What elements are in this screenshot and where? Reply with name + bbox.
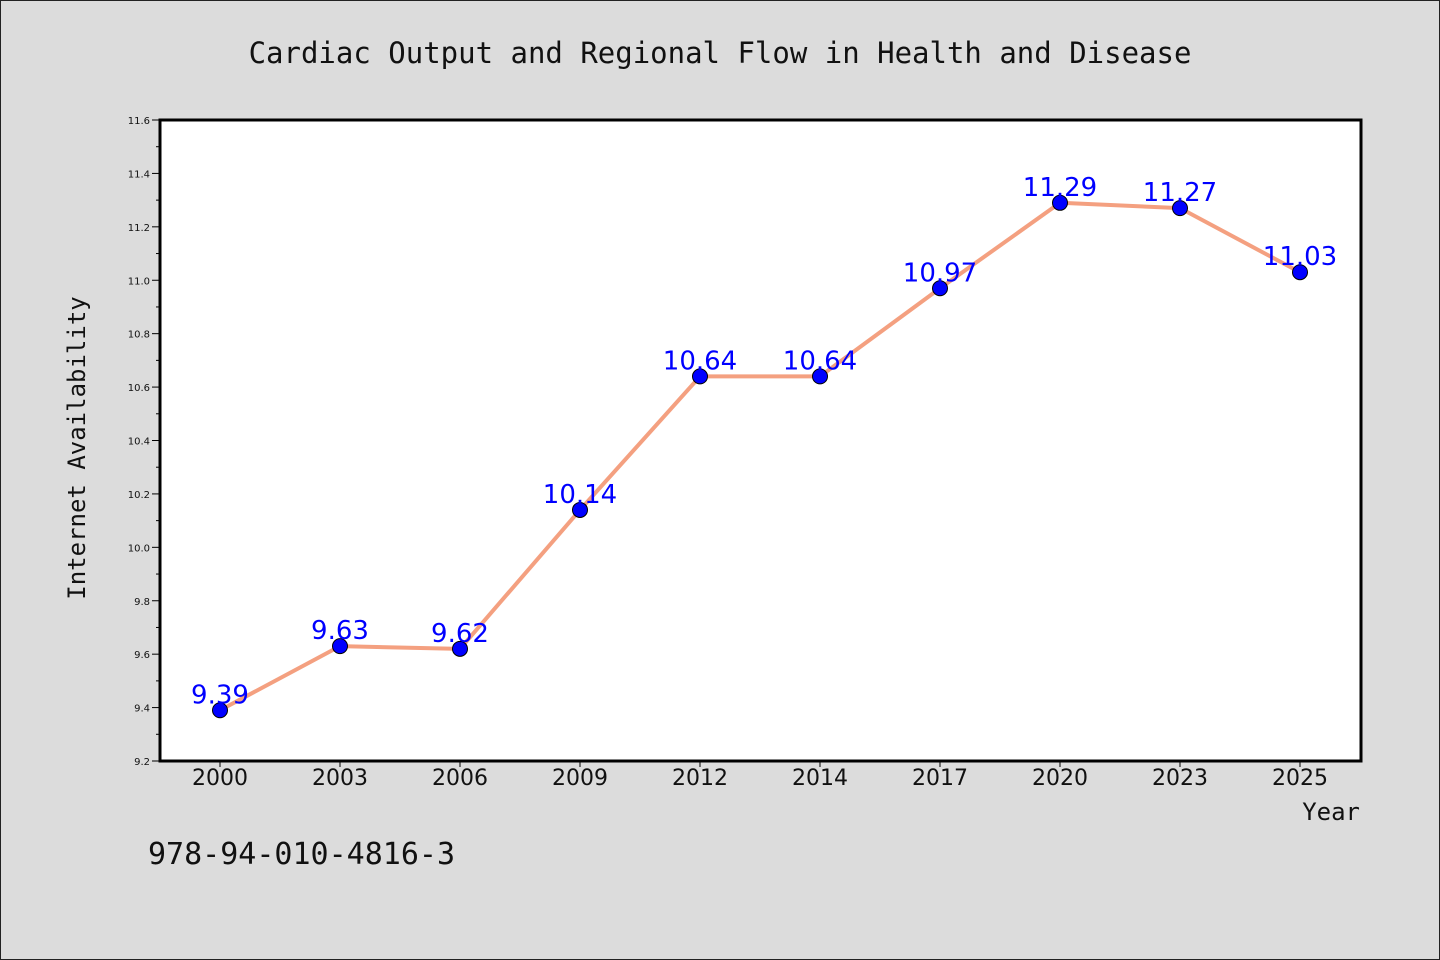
series-line <box>219 200 1301 713</box>
x-tick-label: 2006 <box>432 766 488 791</box>
data-label: 11.03 <box>1263 242 1337 272</box>
y-axis: 9.2 9.4 9.6 9.8 10.0 10.2 10.4 10.6 10.8 11.0 11.2… <box>128 116 160 768</box>
x-tick-label: 2025 <box>1272 766 1328 791</box>
x-tick-label: 2023 <box>1152 766 1208 791</box>
data-point-marker <box>452 640 468 657</box>
x-tick-label: 2012 <box>672 766 728 791</box>
y-tick-label: 10.4 <box>128 437 150 448</box>
isbn-annotation: 978-94-010-4816-3 <box>148 837 455 872</box>
y-tick-label: 11.2 <box>128 223 150 234</box>
data-label: 11.27 <box>1143 178 1217 208</box>
markers-group <box>212 194 1308 719</box>
y-tick-label: 11.0 <box>128 276 150 287</box>
y-tick-label: 10.6 <box>128 383 150 394</box>
data-label: 10.64 <box>663 346 737 376</box>
data-label: 10.64 <box>783 346 857 376</box>
y-tick-label: 9.4 <box>134 704 150 715</box>
data-point-marker <box>1052 194 1068 211</box>
x-tick-label: 2009 <box>552 766 608 791</box>
x-tick-label: 2020 <box>1032 766 1088 791</box>
data-label: 9.39 <box>191 680 249 710</box>
plot-area <box>158 118 1363 763</box>
data-point-marker <box>812 368 828 385</box>
data-labels-group: 9.39 9.63 9.62 10.14 10.64 10.64 10.97 11.29 11.… <box>191 173 1337 710</box>
y-tick-label: 9.6 <box>134 650 150 661</box>
y-tick-label: 9.2 <box>134 757 150 768</box>
data-point-marker <box>212 702 228 719</box>
x-tick-label: 2003 <box>312 766 368 791</box>
chart-title: Cardiac Output and Regional Flow in Heal… <box>249 36 1192 70</box>
y-tick-label: 10.8 <box>128 330 150 341</box>
series-line-group <box>219 200 1301 713</box>
data-point-marker <box>692 368 708 385</box>
data-point-marker <box>1172 200 1188 217</box>
y-tick-label: 11.6 <box>128 116 150 127</box>
data-point-marker <box>332 638 348 655</box>
data-label: 10.97 <box>903 258 977 288</box>
y-tick-label: 9.8 <box>134 597 150 608</box>
y-axis-label: Internet Availability <box>63 296 91 599</box>
data-point-marker <box>932 280 948 297</box>
x-tick-label: 2017 <box>912 766 968 791</box>
data-label: 9.62 <box>431 619 489 649</box>
x-tick-label: 2000 <box>192 766 248 791</box>
data-point-marker <box>572 501 588 518</box>
data-point-marker <box>1292 264 1308 281</box>
y-tick-label: 11.4 <box>128 169 150 180</box>
y-tick-label: 10.2 <box>128 490 150 501</box>
x-tick-label: 2014 <box>792 766 848 791</box>
data-label: 9.63 <box>311 616 369 646</box>
y-tick-label: 10.0 <box>128 543 150 554</box>
data-label: 11.29 <box>1023 173 1097 203</box>
data-label: 10.14 <box>543 480 617 510</box>
x-axis: 2000 2003 2006 2009 2012 2014 2017 2020 2023 2025 <box>192 761 1328 791</box>
x-axis-label: Year <box>1302 798 1360 826</box>
